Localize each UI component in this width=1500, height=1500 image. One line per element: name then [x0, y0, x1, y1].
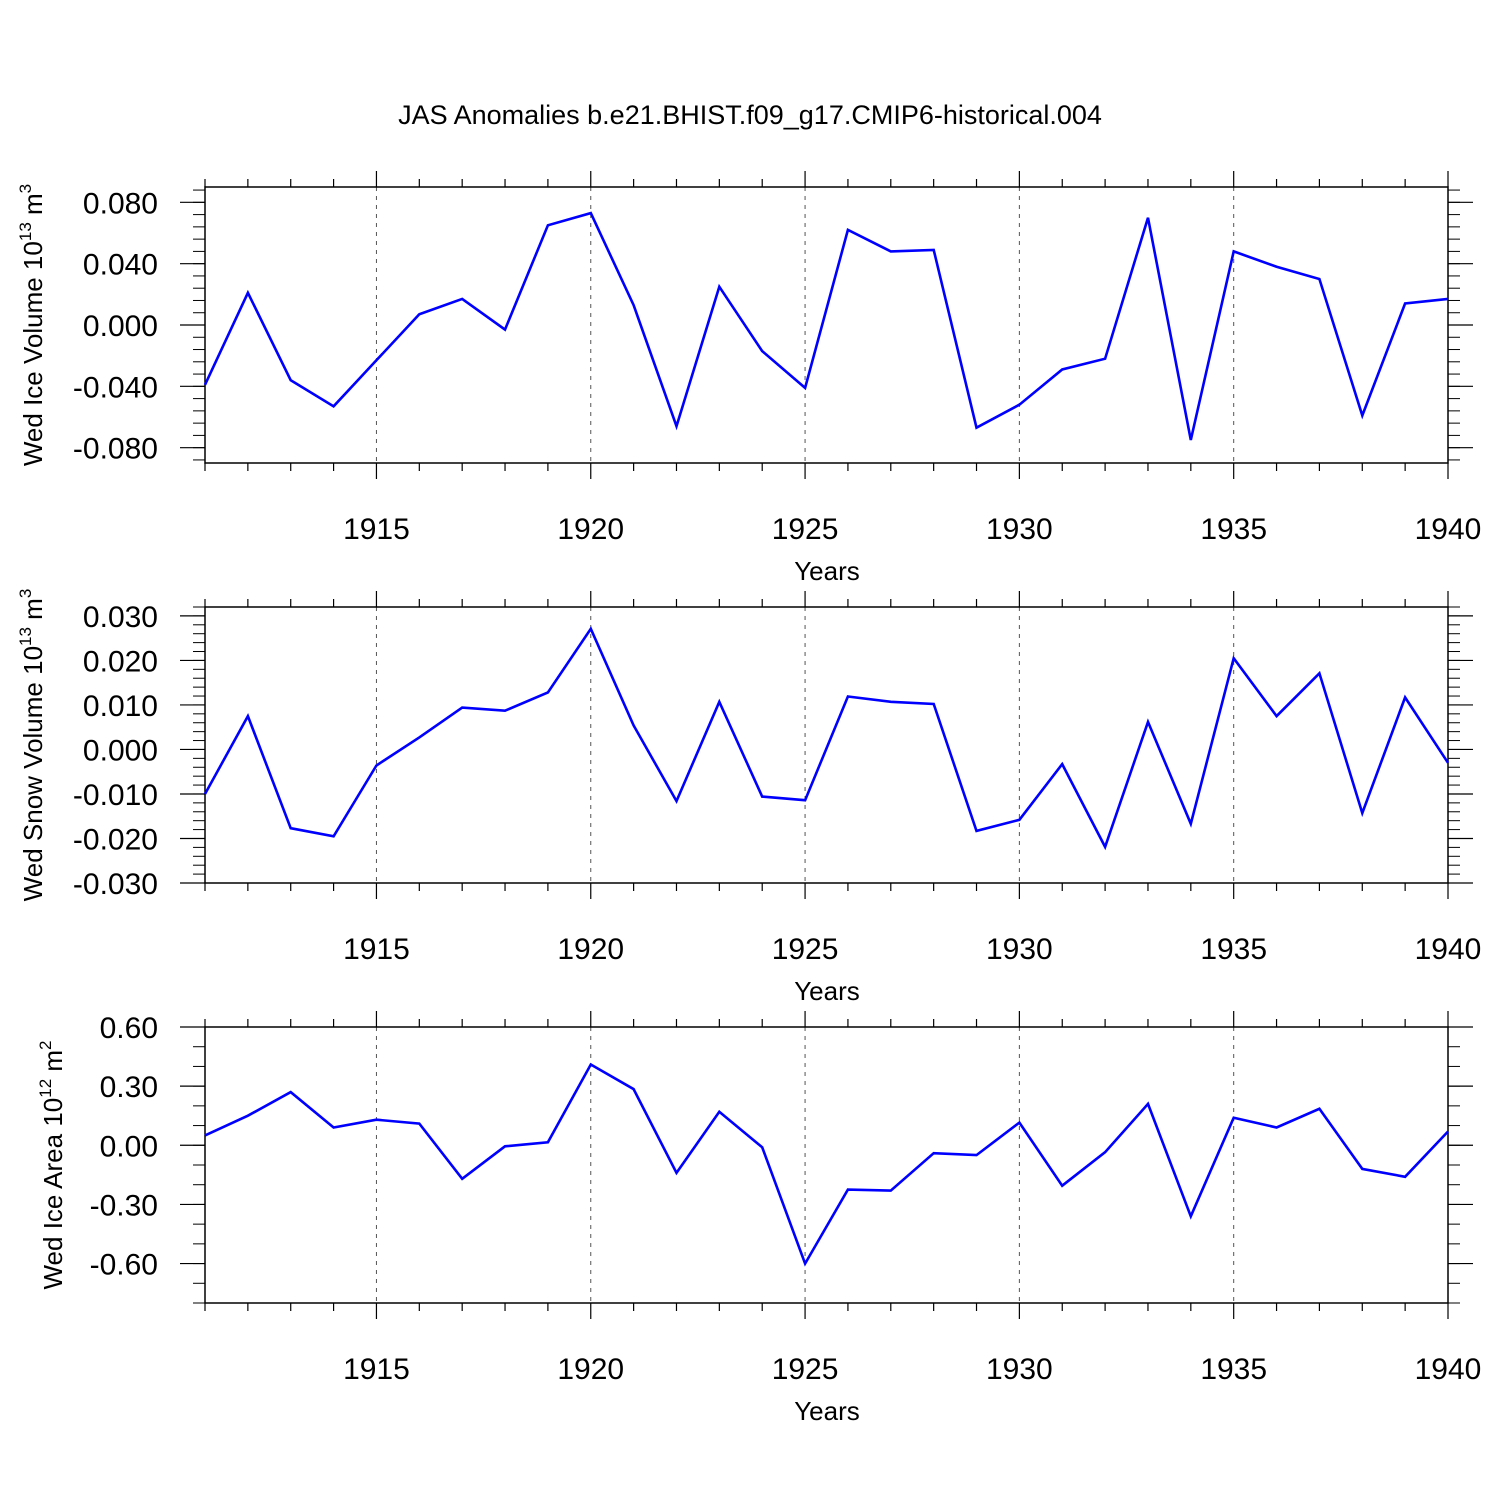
x-axis-label: Years: [794, 976, 860, 1006]
panel-snow-volume: -0.030 -0.020 -0.010 0.000 0.010 0.020 0.030 19…: [16, 589, 1481, 1006]
y-tick-label: -0.080: [73, 433, 158, 466]
x-tick-label: 1925: [772, 1353, 839, 1386]
x-tick-label: 1940: [1415, 513, 1482, 546]
x-tick-label: 1930: [986, 1353, 1053, 1386]
figure-title: JAS Anomalies b.e21.BHIST.f09_g17.CMIP6-…: [398, 100, 1102, 130]
y-axis-label-unit-exponent: 2: [36, 1040, 55, 1049]
y-tick-label: 0.00: [100, 1130, 158, 1163]
y-tick-label: -0.040: [73, 371, 158, 404]
y-axis-label-text: Wed Snow Volume 10: [18, 646, 48, 901]
y-tick-label: 0.010: [83, 690, 158, 723]
series-line-ice-volume: [203, 211, 1449, 441]
y-tick-label: -0.030: [73, 868, 158, 901]
y-tick-label: 0.000: [83, 310, 158, 343]
x-axis-label: Years: [794, 556, 860, 586]
plot-frame: [204, 606, 1449, 884]
x-tick-label: 1935: [1200, 933, 1267, 966]
y-tick-label: 0.030: [83, 601, 158, 634]
y-axis-label-unit: m: [38, 1050, 68, 1079]
panel-ice-area: -0.60 -0.30 0.00 0.30 0.60 1915 1920 1925 1930 19…: [36, 1011, 1481, 1426]
x-tick-label: 1925: [772, 513, 839, 546]
x-tick-label: 1920: [557, 513, 624, 546]
y-axis-label: Wed Snow Volume 1013 m3: [16, 589, 48, 902]
x-tick-label: 1925: [772, 933, 839, 966]
y-axis-label-exponent: 12: [36, 1079, 55, 1098]
x-tick-label: 1930: [986, 933, 1053, 966]
y-tick-label: -0.60: [90, 1249, 158, 1282]
y-tick-label: -0.010: [73, 779, 158, 812]
y-axis-label-unit: m: [18, 193, 48, 222]
y-tick-label: 0.020: [83, 645, 158, 678]
panel-ice-volume: -0.080 -0.040 0.000 0.040 0.080 1915 1920 1925 1…: [16, 171, 1481, 586]
x-tick-label: 1920: [557, 933, 624, 966]
y-axis-label-exponent: 13: [16, 222, 35, 241]
x-tick-label: 1935: [1200, 513, 1267, 546]
y-axis-label-exponent: 13: [16, 627, 35, 646]
series-line-ice-area: [204, 1062, 1449, 1267]
y-axis-label: Wed Ice Area 1012 m2: [36, 1040, 68, 1289]
y-axis-label-unit-exponent: 3: [16, 589, 35, 598]
y-tick-label: -0.020: [73, 823, 158, 856]
y-tick-label: 0.30: [100, 1071, 158, 1104]
y-axis-label-unit: m: [18, 598, 48, 627]
series-line-snow-volume: [203, 626, 1450, 851]
y-axis-label: Wed Ice Volume 1013 m3: [16, 184, 48, 466]
x-axis-label: Years: [794, 1396, 860, 1426]
y-axis-label-text: Wed Ice Volume 10: [18, 241, 48, 466]
x-tick-label: 1915: [343, 933, 410, 966]
y-axis-label-unit-exponent: 3: [16, 184, 35, 193]
x-tick-label: 1930: [986, 513, 1053, 546]
x-tick-label: 1915: [343, 513, 410, 546]
x-tick-label: 1920: [557, 1353, 624, 1386]
y-tick-label: -0.30: [90, 1189, 158, 1222]
y-tick-label: 0.60: [100, 1012, 158, 1045]
y-tick-label: 0.000: [83, 734, 158, 767]
x-tick-label: 1935: [1200, 1353, 1267, 1386]
panels: -0.080 -0.040 0.000 0.040 0.080 1915 1920 1925 1…: [16, 171, 1481, 1426]
y-tick-label: 0.040: [83, 249, 158, 282]
y-axis-label-text: Wed Ice Area 10: [38, 1098, 68, 1290]
y-tick-label: 0.080: [83, 187, 158, 220]
x-tick-label: 1940: [1415, 1353, 1482, 1386]
x-tick-label: 1915: [343, 1353, 410, 1386]
x-tick-label: 1940: [1415, 933, 1482, 966]
